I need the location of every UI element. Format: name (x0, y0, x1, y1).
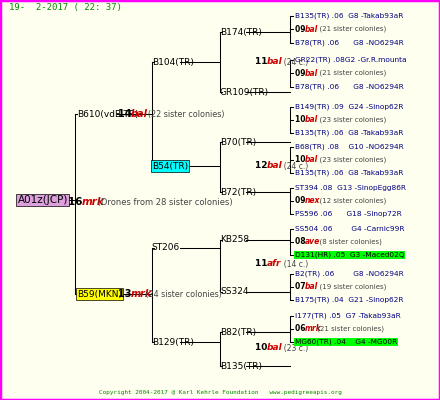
Text: I177(TR) .05  G7 -Takab93aR: I177(TR) .05 G7 -Takab93aR (295, 313, 400, 319)
Text: (Drones from 28 sister colonies): (Drones from 28 sister colonies) (95, 198, 233, 206)
Text: (22 sister colonies): (22 sister colonies) (143, 110, 224, 118)
Text: B70(TR): B70(TR) (220, 138, 256, 146)
Text: Copyright 2004-2017 @ Karl Kehrle Foundation   www.pedigreeapis.org: Copyright 2004-2017 @ Karl Kehrle Founda… (99, 390, 341, 395)
Text: (12 sister colonies): (12 sister colonies) (315, 198, 386, 204)
Text: 09: 09 (295, 69, 308, 78)
Text: B135(TR) .06  G8 -Takab93aR: B135(TR) .06 G8 -Takab93aR (295, 130, 403, 136)
Text: 11: 11 (255, 58, 271, 66)
Text: B129(TR): B129(TR) (152, 338, 194, 346)
Text: B135(TR): B135(TR) (220, 362, 262, 370)
Text: (21 sister colonies): (21 sister colonies) (315, 326, 384, 332)
Text: 09: 09 (295, 196, 308, 205)
Text: PS596 .06      G18 -Sinop72R: PS596 .06 G18 -Sinop72R (295, 210, 402, 217)
Text: 10: 10 (295, 116, 308, 124)
Text: (24 sister colonies): (24 sister colonies) (143, 290, 222, 298)
Text: bal: bal (304, 156, 318, 164)
Text: B82(TR): B82(TR) (220, 328, 256, 336)
Text: 19-  2-2017 ( 22: 37): 19- 2-2017 ( 22: 37) (9, 3, 122, 12)
Text: bal: bal (131, 109, 147, 119)
Text: 11: 11 (255, 260, 271, 268)
Text: bal: bal (304, 282, 318, 291)
Text: 08: 08 (295, 238, 308, 246)
Text: 16: 16 (68, 197, 86, 207)
Text: 12: 12 (255, 162, 271, 170)
Text: B68(TR) .08    G10 -NO6294R: B68(TR) .08 G10 -NO6294R (295, 144, 403, 150)
Text: GR22(TR) .08G2 -Gr.R.mounta: GR22(TR) .08G2 -Gr.R.mounta (295, 57, 407, 63)
Text: nex: nex (304, 196, 320, 205)
Text: D131(HR) .05  G3 -Maced02Q: D131(HR) .05 G3 -Maced02Q (295, 252, 404, 258)
Text: MG60(TR) .04    G4 -MG00R: MG60(TR) .04 G4 -MG00R (295, 339, 397, 345)
Text: mrk: mrk (82, 197, 104, 207)
Text: bal: bal (304, 69, 318, 78)
Text: (19 sister colonies): (19 sister colonies) (315, 284, 386, 290)
Text: 07: 07 (295, 282, 308, 291)
Text: SS504 .06        G4 -Carnic99R: SS504 .06 G4 -Carnic99R (295, 226, 404, 232)
Text: 14: 14 (118, 109, 135, 119)
Text: bal: bal (267, 162, 282, 170)
Text: B59(MKN): B59(MKN) (77, 290, 122, 298)
Text: (21 sister colonies): (21 sister colonies) (315, 70, 386, 76)
Text: A01z(JCP): A01z(JCP) (18, 195, 68, 205)
Text: (23 sister colonies): (23 sister colonies) (315, 157, 386, 163)
Text: ST394 .08  G13 -SinopEgg86R: ST394 .08 G13 -SinopEgg86R (295, 185, 406, 191)
Text: B135(TR) .06  G8 -Takab93aR: B135(TR) .06 G8 -Takab93aR (295, 170, 403, 176)
Text: B54(TR): B54(TR) (152, 162, 188, 170)
Text: (21 sister colonies): (21 sister colonies) (315, 26, 386, 32)
Text: B149(TR) .09  G24 -Sinop62R: B149(TR) .09 G24 -Sinop62R (295, 104, 403, 110)
Text: B72(TR): B72(TR) (220, 188, 256, 196)
Text: mrk: mrk (304, 324, 322, 333)
Text: GR109(TR): GR109(TR) (220, 88, 269, 96)
Text: 13: 13 (118, 289, 135, 299)
Text: (8 sister colonies): (8 sister colonies) (315, 239, 381, 245)
Text: (24 c.): (24 c.) (279, 58, 308, 66)
Text: B135(TR) .06  G8 -Takab93aR: B135(TR) .06 G8 -Takab93aR (295, 13, 403, 19)
Text: (23 c.): (23 c.) (279, 344, 308, 352)
Text: B78(TR) .06      G8 -NO6294R: B78(TR) .06 G8 -NO6294R (295, 40, 403, 46)
Text: (14 c.): (14 c.) (279, 260, 308, 268)
Text: bal: bal (267, 58, 282, 66)
Text: 06: 06 (295, 324, 308, 333)
Text: bal: bal (304, 116, 318, 124)
Text: ST206: ST206 (152, 244, 180, 252)
Text: 10: 10 (295, 156, 308, 164)
Text: SS324: SS324 (220, 288, 249, 296)
Text: bal: bal (267, 344, 282, 352)
Text: (24 c.): (24 c.) (279, 162, 308, 170)
Text: B175(TR) .04  G21 -Sinop62R: B175(TR) .04 G21 -Sinop62R (295, 297, 403, 303)
Text: 10: 10 (255, 344, 271, 352)
Text: B78(TR) .06      G8 -NO6294R: B78(TR) .06 G8 -NO6294R (295, 84, 403, 90)
Text: ave: ave (304, 238, 320, 246)
Text: B610(vdB-TR): B610(vdB-TR) (77, 110, 139, 118)
Text: B104(TR): B104(TR) (152, 58, 194, 66)
Text: afr: afr (267, 260, 282, 268)
Text: bal: bal (304, 25, 318, 34)
Text: KB258: KB258 (220, 236, 249, 244)
Text: mrk: mrk (131, 289, 152, 299)
Text: B174(TR): B174(TR) (220, 28, 262, 36)
Text: 09: 09 (295, 25, 308, 34)
Text: B2(TR) .06        G8 -NO6294R: B2(TR) .06 G8 -NO6294R (295, 271, 403, 277)
Text: (23 sister colonies): (23 sister colonies) (315, 117, 386, 123)
